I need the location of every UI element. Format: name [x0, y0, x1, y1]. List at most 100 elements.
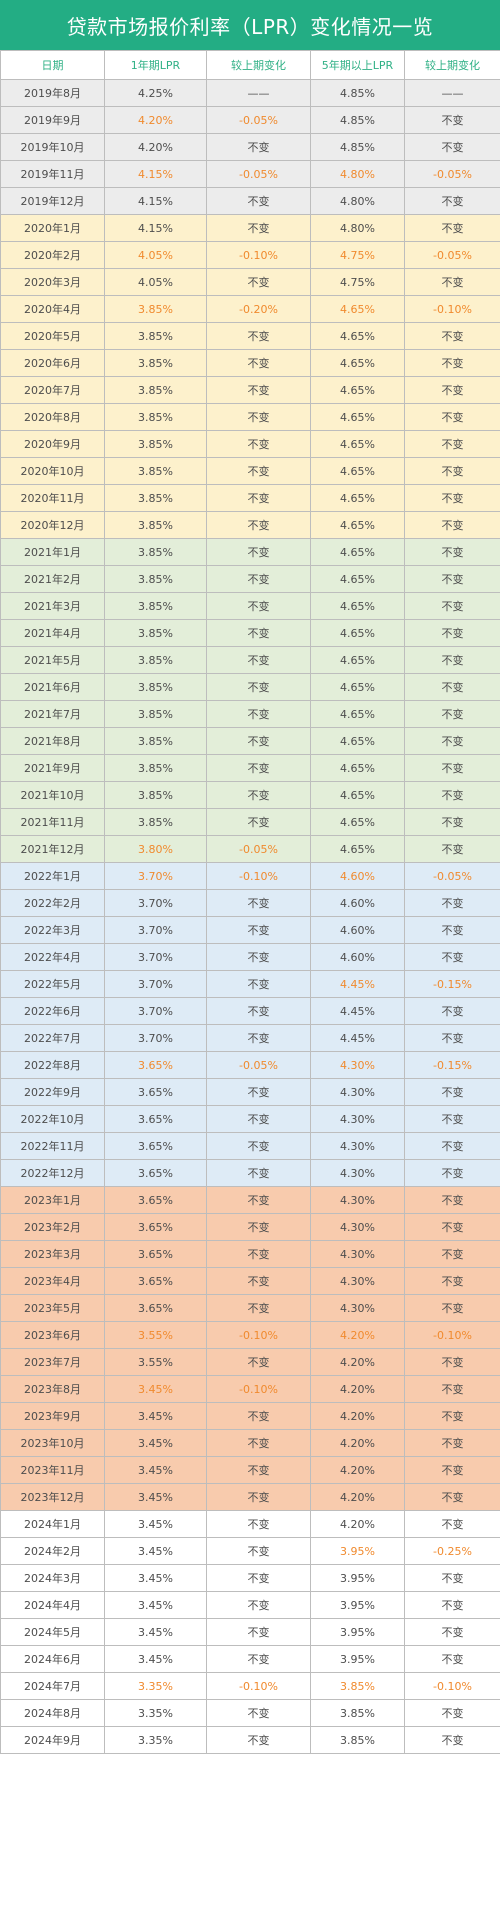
cell-lpr-5y: 4.65% [310, 322, 405, 350]
table-header: 日期 1年期LPR 较上期变化 5年期以上LPR 较上期变化 [0, 50, 500, 80]
cell-change-1y: 不变 [206, 943, 311, 971]
cell-lpr-1y: 3.85% [104, 295, 207, 323]
cell-lpr-5y: 4.20% [310, 1402, 405, 1430]
cell-lpr-1y: 3.45% [104, 1618, 207, 1646]
table-row: 2024年3月 3.45% 不变 3.95% 不变 [0, 1564, 500, 1592]
cell-date: 2020年12月 [0, 511, 105, 539]
cell-change-5y: 不变 [404, 1294, 500, 1322]
cell-change-1y: 不变 [206, 214, 311, 242]
cell-change-1y: -0.05% [206, 835, 311, 863]
cell-lpr-1y: 3.85% [104, 727, 207, 755]
cell-change-1y: 不变 [206, 889, 311, 917]
cell-lpr-5y: 4.75% [310, 268, 405, 296]
cell-lpr-5y: 4.30% [310, 1105, 405, 1133]
cell-change-5y: 不变 [404, 1483, 500, 1511]
cell-date: 2023年8月 [0, 1375, 105, 1403]
header-change-5y: 较上期变化 [404, 50, 500, 80]
cell-lpr-1y: 3.65% [104, 1051, 207, 1079]
cell-change-1y: 不变 [206, 592, 311, 620]
cell-lpr-1y: 3.85% [104, 376, 207, 404]
cell-lpr-1y: 3.45% [104, 1564, 207, 1592]
cell-change-1y: 不变 [206, 538, 311, 566]
header-lpr-1y: 1年期LPR [104, 50, 207, 80]
cell-lpr-5y: 4.30% [310, 1267, 405, 1295]
cell-lpr-5y: 4.30% [310, 1186, 405, 1214]
cell-change-5y: 不变 [404, 106, 500, 134]
cell-lpr-1y: 3.85% [104, 808, 207, 836]
page-title: 贷款市场报价利率（LPR）变化情况一览 [66, 14, 434, 39]
table-row: 2021年8月 3.85% 不变 4.65% 不变 [0, 727, 500, 755]
table-row: 2021年2月 3.85% 不变 4.65% 不变 [0, 565, 500, 593]
cell-lpr-5y: 4.30% [310, 1213, 405, 1241]
cell-lpr-1y: 3.65% [104, 1186, 207, 1214]
table-row: 2020年6月 3.85% 不变 4.65% 不变 [0, 349, 500, 377]
cell-change-5y: 不变 [404, 1726, 500, 1754]
cell-lpr-1y: 3.65% [104, 1267, 207, 1295]
cell-lpr-1y: 3.70% [104, 970, 207, 998]
cell-lpr-1y: 3.35% [104, 1726, 207, 1754]
table-row: 2020年5月 3.85% 不变 4.65% 不变 [0, 322, 500, 350]
cell-date: 2020年1月 [0, 214, 105, 242]
cell-lpr-1y: 3.85% [104, 592, 207, 620]
cell-change-1y: 不变 [206, 781, 311, 809]
cell-date: 2024年9月 [0, 1726, 105, 1754]
cell-change-1y: 不变 [206, 1078, 311, 1106]
cell-date: 2022年3月 [0, 916, 105, 944]
cell-date: 2020年3月 [0, 268, 105, 296]
cell-change-1y: 不变 [206, 322, 311, 350]
table-row: 2022年4月 3.70% 不变 4.60% 不变 [0, 943, 500, 971]
cell-lpr-5y: 4.30% [310, 1132, 405, 1160]
cell-lpr-5y: 4.65% [310, 430, 405, 458]
cell-lpr-5y: 4.65% [310, 592, 405, 620]
cell-date: 2022年12月 [0, 1159, 105, 1187]
cell-change-1y: 不变 [206, 1186, 311, 1214]
cell-date: 2024年4月 [0, 1591, 105, 1619]
cell-change-1y: 不变 [206, 565, 311, 593]
cell-change-5y: 不变 [404, 1375, 500, 1403]
cell-change-1y: -0.10% [206, 1672, 311, 1700]
cell-date: 2024年8月 [0, 1699, 105, 1727]
cell-date: 2021年2月 [0, 565, 105, 593]
cell-date: 2022年1月 [0, 862, 105, 890]
cell-date: 2024年5月 [0, 1618, 105, 1646]
cell-date: 2022年7月 [0, 1024, 105, 1052]
cell-lpr-5y: 4.20% [310, 1348, 405, 1376]
cell-lpr-1y: 4.25% [104, 79, 207, 107]
cell-change-5y: 不变 [404, 1024, 500, 1052]
table-row: 2023年9月 3.45% 不变 4.20% 不变 [0, 1402, 500, 1430]
cell-lpr-1y: 3.45% [104, 1510, 207, 1538]
cell-change-5y: 不变 [404, 646, 500, 674]
cell-change-1y: 不变 [206, 1240, 311, 1268]
cell-change-1y: 不变 [206, 754, 311, 782]
cell-change-1y: 不变 [206, 916, 311, 944]
cell-lpr-5y: 4.65% [310, 673, 405, 701]
cell-lpr-1y: 3.70% [104, 1024, 207, 1052]
table-row: 2022年9月 3.65% 不变 4.30% 不变 [0, 1078, 500, 1106]
cell-lpr-5y: 3.95% [310, 1591, 405, 1619]
cell-change-1y: -0.05% [206, 160, 311, 188]
cell-lpr-5y: 3.85% [310, 1726, 405, 1754]
cell-lpr-5y: 4.30% [310, 1294, 405, 1322]
cell-lpr-1y: 3.70% [104, 943, 207, 971]
cell-change-1y: 不变 [206, 133, 311, 161]
table-row: 2019年10月 4.20% 不变 4.85% 不变 [0, 133, 500, 161]
cell-change-5y: 不变 [404, 1213, 500, 1241]
cell-lpr-1y: 3.85% [104, 322, 207, 350]
cell-change-5y: 不变 [404, 1591, 500, 1619]
cell-lpr-1y: 3.85% [104, 781, 207, 809]
cell-lpr-1y: 3.85% [104, 403, 207, 431]
cell-change-5y: 不变 [404, 1267, 500, 1295]
cell-change-5y: 不变 [404, 1348, 500, 1376]
cell-change-5y: 不变 [404, 1456, 500, 1484]
table-row: 2023年6月 3.55% -0.10% 4.20% -0.10% [0, 1321, 500, 1349]
cell-change-5y: 不变 [404, 1402, 500, 1430]
cell-lpr-5y: 4.65% [310, 511, 405, 539]
cell-lpr-1y: 3.85% [104, 565, 207, 593]
table-row: 2021年6月 3.85% 不变 4.65% 不变 [0, 673, 500, 701]
cell-date: 2021年8月 [0, 727, 105, 755]
cell-lpr-5y: 4.65% [310, 754, 405, 782]
table-row: 2022年3月 3.70% 不变 4.60% 不变 [0, 916, 500, 944]
cell-change-1y: 不变 [206, 808, 311, 836]
cell-lpr-5y: 4.20% [310, 1321, 405, 1349]
cell-date: 2024年6月 [0, 1645, 105, 1673]
